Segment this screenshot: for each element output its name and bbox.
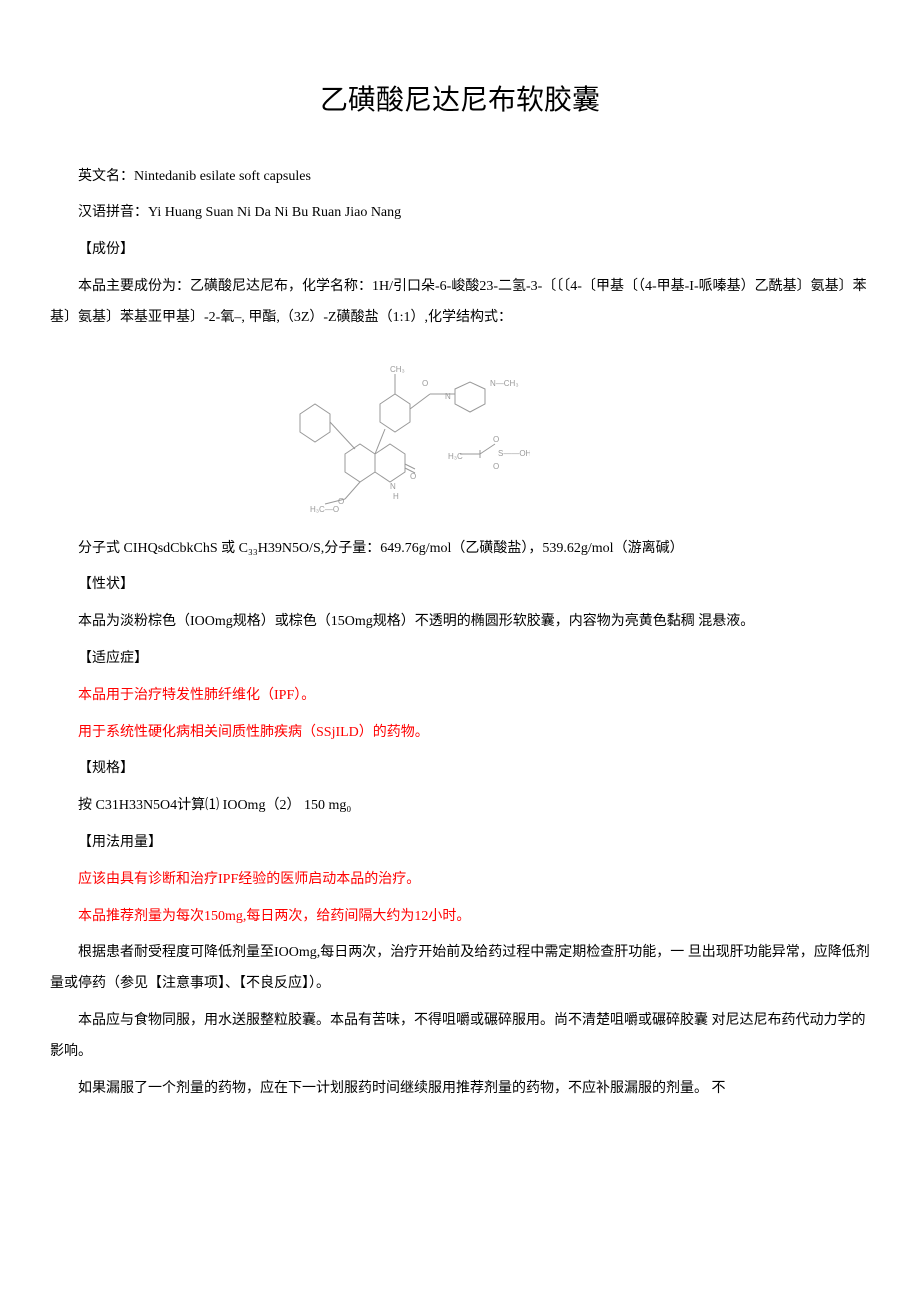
svg-text:H₃C—O: H₃C—O [310, 505, 339, 514]
yongfa-1: 应该由具有诊断和治疗IPF经验的医师启动本品的治疗。 [50, 865, 870, 896]
section-xingzhuang: 【性状】 [50, 570, 870, 601]
guige-text: 按 C31H33N5O4计算⑴ IOOmg（2） 150 mg₀ [50, 791, 870, 822]
svg-text:N—CH₃: N—CH₃ [490, 379, 519, 388]
svg-text:H₃C: H₃C [448, 452, 463, 461]
shiyingzheng-2: 用于系统性硬化病相关间质性肺疾病（SSjILD）的药物。 [50, 718, 870, 749]
shiyingzheng-1: 本品用于治疗特发性肺纤维化（IPF）。 [50, 681, 870, 712]
pinyin-value: Yi Huang Suan Ni Da Ni Bu Ruan Jiao Nang [148, 205, 401, 220]
yongfa-4: 本品应与食物同服，用水送服整粒胶囊。本品有苦味，不得咀嚼或碾碎服用。尚不清楚咀嚼… [50, 1006, 870, 1068]
pinyin-label: 汉语拼音： [78, 205, 148, 220]
svg-text:O: O [338, 497, 344, 506]
chengfen-text: 本品主要成份为：乙磺酸尼达尼布，化学名称：1H/引口朵-6-峻酸23-二氢-3-… [50, 272, 870, 334]
formula-text: 分子式 CIHQsdCbkChS 或 C₃₃H39N5O/S,分子量：649.7… [50, 534, 870, 565]
svg-text:S——OH: S——OH [498, 449, 530, 458]
english-name-value: Nintedanib esilate soft capsules [134, 169, 311, 184]
svg-text:N: N [390, 482, 396, 491]
section-yongfa: 【用法用量】 [50, 828, 870, 859]
yongfa-5: 如果漏服了一个剂量的药物，应在下一计划服药时间继续服用推荐剂量的药物，不应补服漏… [50, 1074, 870, 1105]
svg-text:O: O [410, 472, 416, 481]
section-guige: 【规格】 [50, 754, 870, 785]
svg-text:CH₃: CH₃ [390, 365, 405, 374]
page-title: 乙磺酸尼达尼布软胶囊 [50, 70, 870, 132]
svg-text:O: O [422, 379, 428, 388]
svg-text:O: O [493, 435, 499, 444]
yongfa-2: 本品推荐剂量为每次150mg,每日两次，给药间隔大约为12小时。 [50, 902, 870, 933]
english-name-label: 英文名： [78, 169, 134, 184]
yongfa-3: 根据患者耐受程度可降低剂量至IOOmg,每日两次，治疗开始前及给药过程中需定期检… [50, 938, 870, 1000]
molecule-structure: CH₃ O N—CH₃ N H₃C—O O O N H H₃C O S——OH … [250, 344, 530, 524]
section-shiyingzheng: 【适应症】 [50, 644, 870, 675]
svg-text:O: O [493, 462, 499, 471]
pinyin-line: 汉语拼音：Yi Huang Suan Ni Da Ni Bu Ruan Jiao… [50, 198, 870, 229]
english-name-line: 英文名：Nintedanib esilate soft capsules [50, 162, 870, 193]
svg-text:N: N [445, 392, 451, 401]
xingzhuang-text: 本品为淡粉棕色（IOOmg规格）或棕色（15Omg规格）不透明的椭圆形软胶囊，内… [50, 607, 870, 638]
section-chengfen: 【成份】 [50, 235, 870, 266]
svg-text:H: H [393, 492, 399, 501]
